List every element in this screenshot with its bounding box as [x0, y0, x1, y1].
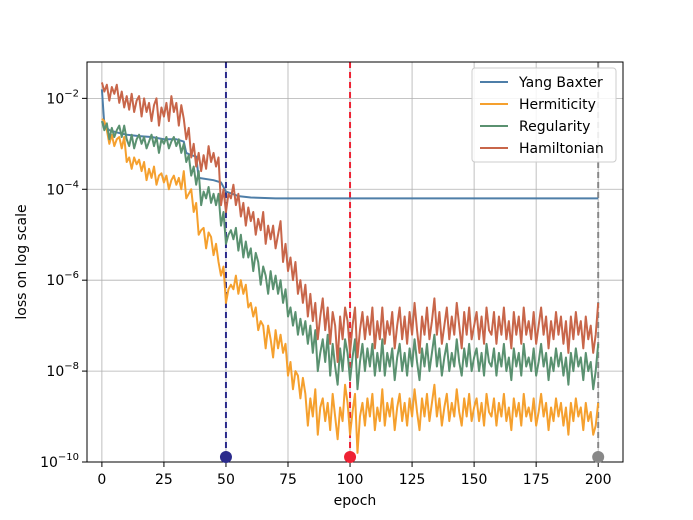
vertical-marker-dot: [344, 451, 357, 463]
y-tick-label: 10−4: [46, 179, 79, 198]
vertical-marker-dot: [219, 451, 232, 463]
legend: Yang Baxter Hermiticity Regularity Hamilton…: [471, 67, 617, 163]
x-tick-label: 0: [97, 472, 106, 488]
y-tick-label: 10−2: [46, 88, 79, 107]
series-lines: [100, 82, 600, 454]
y-tick-label: 10−10: [40, 452, 79, 471]
series-line: [101, 118, 600, 454]
x-tick-label: 50: [217, 472, 235, 488]
vertical-marker-dots: [219, 451, 605, 463]
y-axis-label: loss on log scale: [14, 204, 30, 319]
legend-box: [471, 67, 617, 163]
legend-label: Hamiltonian: [519, 141, 604, 157]
x-tick-label: 175: [523, 472, 550, 488]
legend-label: Regularity: [519, 119, 590, 135]
x-axis-label: epoch: [334, 493, 377, 509]
legend-label: Hermiticity: [519, 97, 596, 113]
vertical-marker-dot: [592, 451, 605, 463]
legend-label: Yang Baxter: [518, 75, 603, 91]
series-line: [100, 120, 600, 391]
x-tick-label: 150: [461, 472, 488, 488]
x-tick-label: 100: [337, 472, 364, 488]
vertical-markers: [224, 62, 600, 462]
plot-frame: [86, 61, 624, 463]
x-tick-label: 75: [279, 472, 297, 488]
y-tick-label: 10−8: [46, 361, 79, 380]
y-tick-label: 10−6: [46, 270, 79, 289]
x-tick-label: 25: [155, 472, 173, 488]
x-tick-label: 200: [585, 472, 612, 488]
series-line: [100, 82, 600, 363]
y-axis-ticks: 10−10 10−8 10−6 10−4 10−2: [40, 88, 87, 471]
x-axis-ticks: 0 25 50 75 100 125 150 175 200: [97, 462, 612, 488]
x-tick-label: 125: [399, 472, 426, 488]
